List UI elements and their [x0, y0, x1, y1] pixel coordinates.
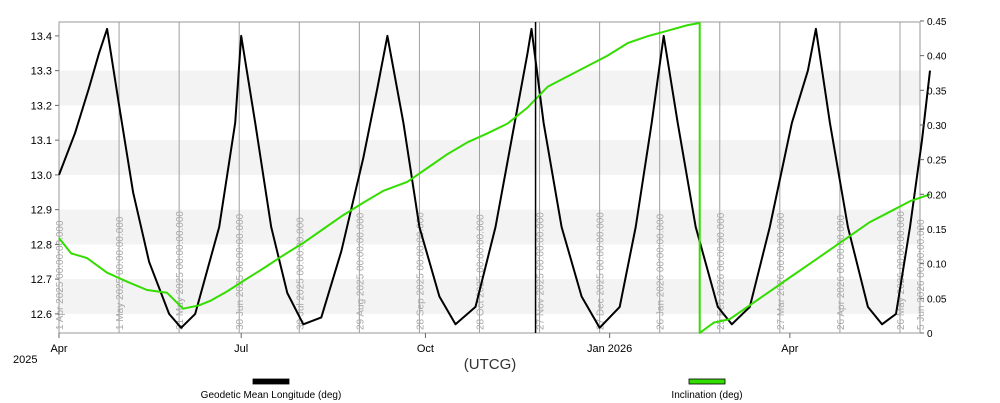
year-label: 2025 — [13, 354, 37, 366]
event-line-label: 27 Nov 2025 00:00:00.000 — [536, 212, 547, 330]
event-line-label: 29 Aug 2025 00:00:00.000 — [355, 212, 366, 330]
left-tick-label: 13.1 — [31, 135, 52, 147]
series-line — [58, 22, 931, 334]
series-line — [58, 27, 931, 329]
left-tick-label: 12.8 — [31, 239, 52, 251]
event-line-label: 5 Jun 2026 00:00:00.000 — [916, 219, 927, 330]
event-line-label: 26 May 2026 00:00:00.000 — [896, 211, 907, 330]
event-line-label: 27 Dec 2025 00:00:00.000 — [596, 212, 607, 330]
right-tick-label: 0.20 — [927, 190, 947, 201]
x-tick-label: Oct — [417, 343, 434, 355]
right-y-axis: 0 0.05 0.10 0.15 0.20 0.25 0.30 0.35 0.40 0.45 — [920, 17, 947, 340]
left-y-axis: 12.6 12.7 12.8 12.9 13.0 13.1 13.2 13.3 13.4 — [31, 31, 59, 321]
x-axis-title: (UTCG) — [464, 356, 517, 373]
left-tick-label: 13.4 — [31, 31, 52, 43]
x-tick-label: Jul — [234, 343, 248, 355]
legend-swatch — [688, 378, 726, 385]
x-axis: Apr Jul Oct Jan 2026 Apr — [50, 333, 799, 355]
right-tick-label: 0.25 — [927, 156, 947, 167]
legend-swatch — [252, 378, 290, 385]
right-tick-label: 0.10 — [927, 260, 947, 271]
plot-band — [59, 140, 920, 175]
x-tick-label: Apr — [50, 343, 67, 355]
plot-frame — [58, 21, 921, 334]
right-tick-label: 0.05 — [927, 294, 947, 305]
right-tick-label: 0 — [927, 329, 933, 340]
legend-label: Geodetic Mean Longitude (deg) — [201, 390, 342, 401]
event-line-label: 27 Mar 2026 00:00:00.000 — [776, 212, 787, 330]
plot-band — [59, 209, 920, 245]
left-tick-label: 13.3 — [31, 66, 52, 78]
right-tick-label: 0.15 — [927, 225, 947, 236]
event-line-label: 26 Jan 2026 00:00:00.000 — [656, 213, 667, 330]
event-line-label: 28 Oct 2025 00:00:00.000 — [475, 214, 486, 330]
event-line-label: 30 Jun 2025 00:00:00.000 — [235, 213, 246, 330]
plot-band — [59, 279, 920, 314]
right-tick-label: 0.40 — [927, 52, 947, 63]
right-tick-label: 0.30 — [927, 121, 947, 132]
x-tick-label: Apr — [781, 343, 798, 355]
event-line-label: 26 Apr 2026 00:00:00.000 — [836, 214, 847, 330]
plot-band — [59, 70, 920, 106]
left-tick-label: 12.7 — [31, 274, 52, 286]
x-tick-label: Jan 2026 — [587, 343, 632, 355]
right-tick-label: 0.35 — [927, 86, 947, 97]
right-tick-label: 0.45 — [927, 17, 947, 28]
left-tick-label: 12.6 — [31, 309, 52, 321]
event-line-label: 1 Apr 2025 00:00:00.000 — [55, 220, 66, 330]
left-tick-label: 13.0 — [31, 170, 52, 182]
left-tick-label: 12.9 — [31, 205, 52, 217]
legend: Geodetic Mean Longitude (deg) Inclination… — [201, 378, 743, 401]
event-line-label: 25 Feb 2026 00:00:00.000 — [716, 212, 727, 330]
plot-bands — [59, 70, 920, 314]
legend-label: Inclination (deg) — [671, 390, 742, 401]
event-line-label: 30 Jul 2025 00:00:00.000 — [295, 217, 306, 330]
left-tick-label: 13.2 — [31, 100, 52, 112]
series-layer — [58, 22, 931, 334]
event-line-label: 31 May 2025 00:00:00.000 — [175, 211, 186, 330]
event-line-label: 1 May 2025 00:00:00.000 — [115, 216, 126, 330]
event-line-label: 28 Sep 2025 00:00:00.000 — [415, 212, 426, 330]
